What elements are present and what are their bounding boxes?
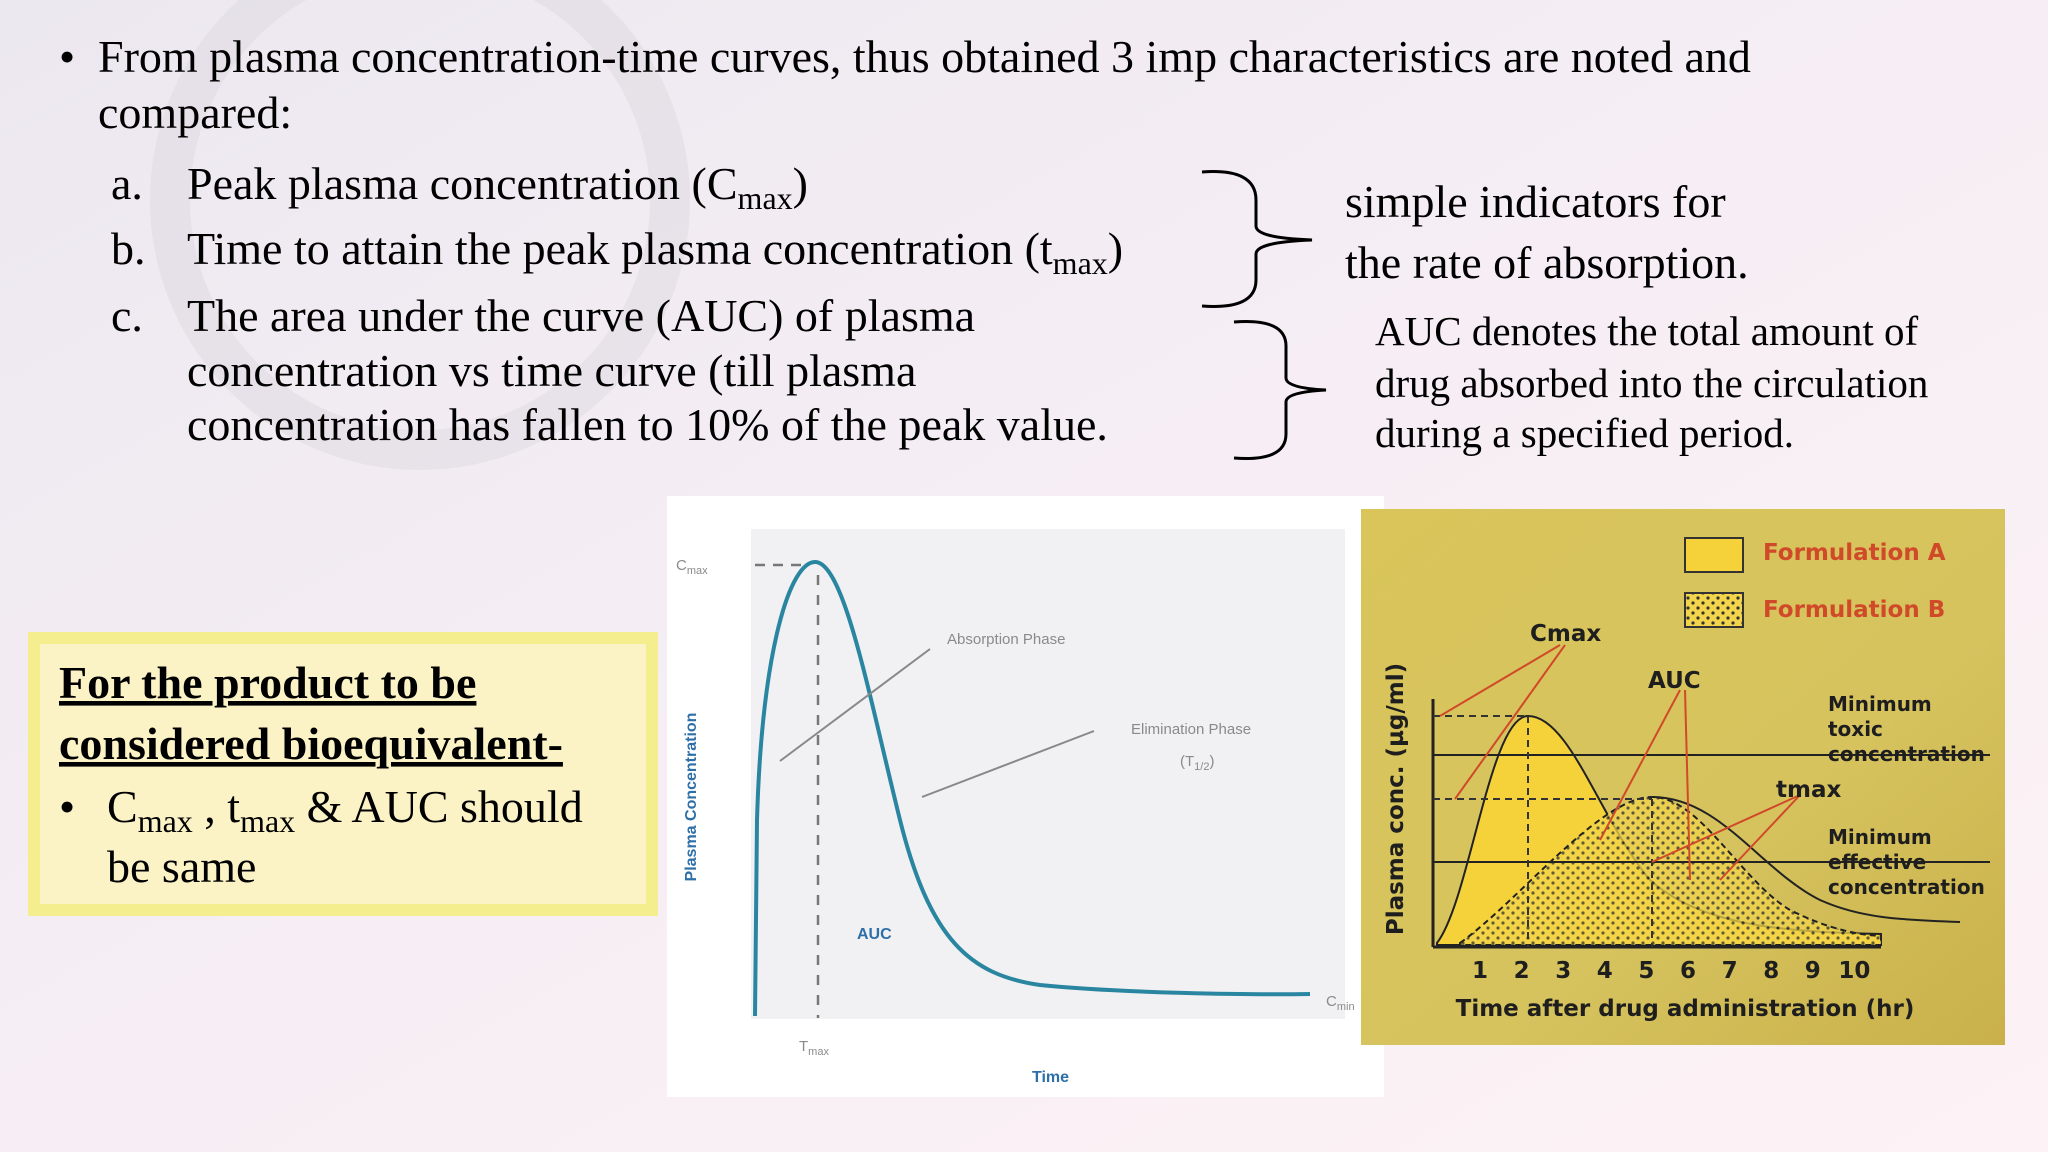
- pointer-line: [1651, 794, 1801, 863]
- pointer-line: [921, 730, 1095, 798]
- axis-label: Tmax: [799, 1038, 829, 1058]
- item-line: concentration has fallen to 10% of the p…: [187, 399, 1108, 450]
- box-text-part: , t: [193, 781, 241, 832]
- x-tick-label: 1: [1472, 958, 1488, 984]
- note-line: the rate of absorption.: [1345, 237, 1749, 288]
- axis-label: Cmax: [676, 557, 708, 577]
- item-text-part: ): [793, 158, 808, 209]
- label-part: T: [799, 1038, 808, 1055]
- x-tick-label: 5: [1638, 958, 1654, 984]
- pointer-line: [1684, 689, 1691, 881]
- item-line: The area under the curve (AUC) of plasma: [187, 290, 975, 341]
- box-heading: considered bioequivalent-: [59, 718, 563, 769]
- x-tick-label: 10: [1838, 958, 1870, 984]
- area-label: AUC: [857, 926, 892, 943]
- pointer-line: [779, 648, 931, 762]
- x-tick-label: 6: [1680, 958, 1696, 984]
- x-tick-label: 2: [1514, 958, 1530, 984]
- subscript: min: [1337, 1001, 1355, 1013]
- x-tick-label: 7: [1722, 958, 1738, 984]
- item-marker: b.: [111, 223, 146, 274]
- threshold-label: Minimum: [1828, 692, 1932, 716]
- pointer-line: [1439, 644, 1561, 717]
- label-part: C: [676, 557, 687, 574]
- annotation: AUC: [1648, 668, 1701, 694]
- subscript: max: [138, 803, 193, 839]
- x-tick-label: 3: [1555, 958, 1571, 984]
- legend-label: Formulation A: [1763, 540, 1946, 566]
- annotation: Cmax: [1530, 621, 1601, 647]
- note-line: AUC denotes the total amount of: [1375, 308, 1918, 354]
- concentration-curve: [753, 559, 1311, 1017]
- item-text: Time to attain the peak plasma concentra…: [187, 223, 1123, 281]
- legend-swatch: [1684, 537, 1744, 573]
- subscript: max: [687, 565, 708, 577]
- note-line: during a specified period.: [1375, 410, 1794, 456]
- pointer-line: [1599, 689, 1681, 841]
- threshold-label: effective: [1828, 850, 1926, 874]
- subscript: max: [808, 1046, 829, 1058]
- curve-tail: [1651, 796, 1961, 923]
- phase-label: Absorption Phase: [947, 631, 1065, 648]
- phase-label: Elimination Phase: [1131, 721, 1251, 738]
- bullet: •: [59, 781, 75, 832]
- x-tick-label: 4: [1597, 958, 1613, 984]
- item-text-part: Peak plasma concentration (C: [187, 158, 738, 209]
- label-part: ): [1209, 753, 1214, 770]
- x-tick-label: 9: [1805, 958, 1821, 984]
- y-axis-label: Plasma conc. (µg/ml): [1383, 663, 1409, 935]
- item-marker: a.: [111, 158, 143, 209]
- box-text: be same: [107, 841, 256, 892]
- threshold-label: Minimum: [1828, 825, 1932, 849]
- axis-label: Cmin: [1326, 993, 1355, 1013]
- formulation-b-area: [1459, 795, 1882, 946]
- intro-line: compared:: [98, 87, 292, 138]
- annotation: tmax: [1776, 777, 1841, 803]
- subscript: 1/2: [1194, 761, 1209, 773]
- threshold-label: concentration: [1828, 742, 1985, 766]
- box-heading: For the product to be: [59, 657, 476, 708]
- item-text-part: ): [1108, 223, 1123, 274]
- intro-line: From plasma concentration-time curves, t…: [98, 31, 1751, 82]
- pointer-line: [1719, 794, 1801, 881]
- y-axis-label: Plasma Concentration: [683, 713, 700, 882]
- box-text-part: & AUC should: [295, 781, 583, 832]
- note-line: drug absorbed into the circulation: [1375, 360, 1928, 406]
- threshold-label: concentration: [1828, 875, 1985, 899]
- item-marker: c.: [111, 290, 143, 341]
- bullet: •: [59, 31, 75, 82]
- threshold-label: toxic: [1828, 717, 1883, 741]
- note-line: simple indicators for: [1345, 176, 1726, 227]
- x-ticks: 1 2 3 4 5 6 7 8 9 10: [1472, 958, 1870, 984]
- brace: [1201, 170, 1313, 308]
- x-tick-label: 8: [1763, 958, 1779, 984]
- item-line: concentration vs time curve (till plasma: [187, 345, 916, 396]
- figure-background: [1361, 509, 2005, 1045]
- item-text: Peak plasma concentration (Cmax): [187, 158, 808, 216]
- plot-area: [751, 529, 1345, 1019]
- phase-label: (T1/2): [1180, 753, 1214, 773]
- label-part: C: [1326, 993, 1337, 1010]
- highlight-box: [28, 632, 658, 916]
- box-text-part: C: [107, 781, 138, 832]
- label-part: (T: [1180, 753, 1194, 770]
- legend-label: Formulation B: [1763, 597, 1945, 623]
- x-axis-label: Time: [1032, 1069, 1069, 1086]
- subscript: max: [738, 180, 793, 216]
- item-text-part: Time to attain the peak plasma concentra…: [187, 223, 1053, 274]
- brace: [1233, 320, 1327, 460]
- pointer-line: [1454, 644, 1566, 800]
- legend-swatch: [1684, 592, 1744, 628]
- figure-pk-curve: Cmax Absorption Phase Elimination Phase …: [667, 496, 1384, 1097]
- x-axis-label: Time after drug administration (hr): [1456, 996, 1915, 1022]
- figure-bioequivalence: Formulation A Formulation B Cmax AUC tma…: [1361, 509, 2005, 1045]
- background-swirl: [150, 0, 690, 470]
- subscript: max: [240, 803, 295, 839]
- subscript: max: [1053, 245, 1108, 281]
- box-text: Cmax , tmax & AUC should: [107, 781, 583, 839]
